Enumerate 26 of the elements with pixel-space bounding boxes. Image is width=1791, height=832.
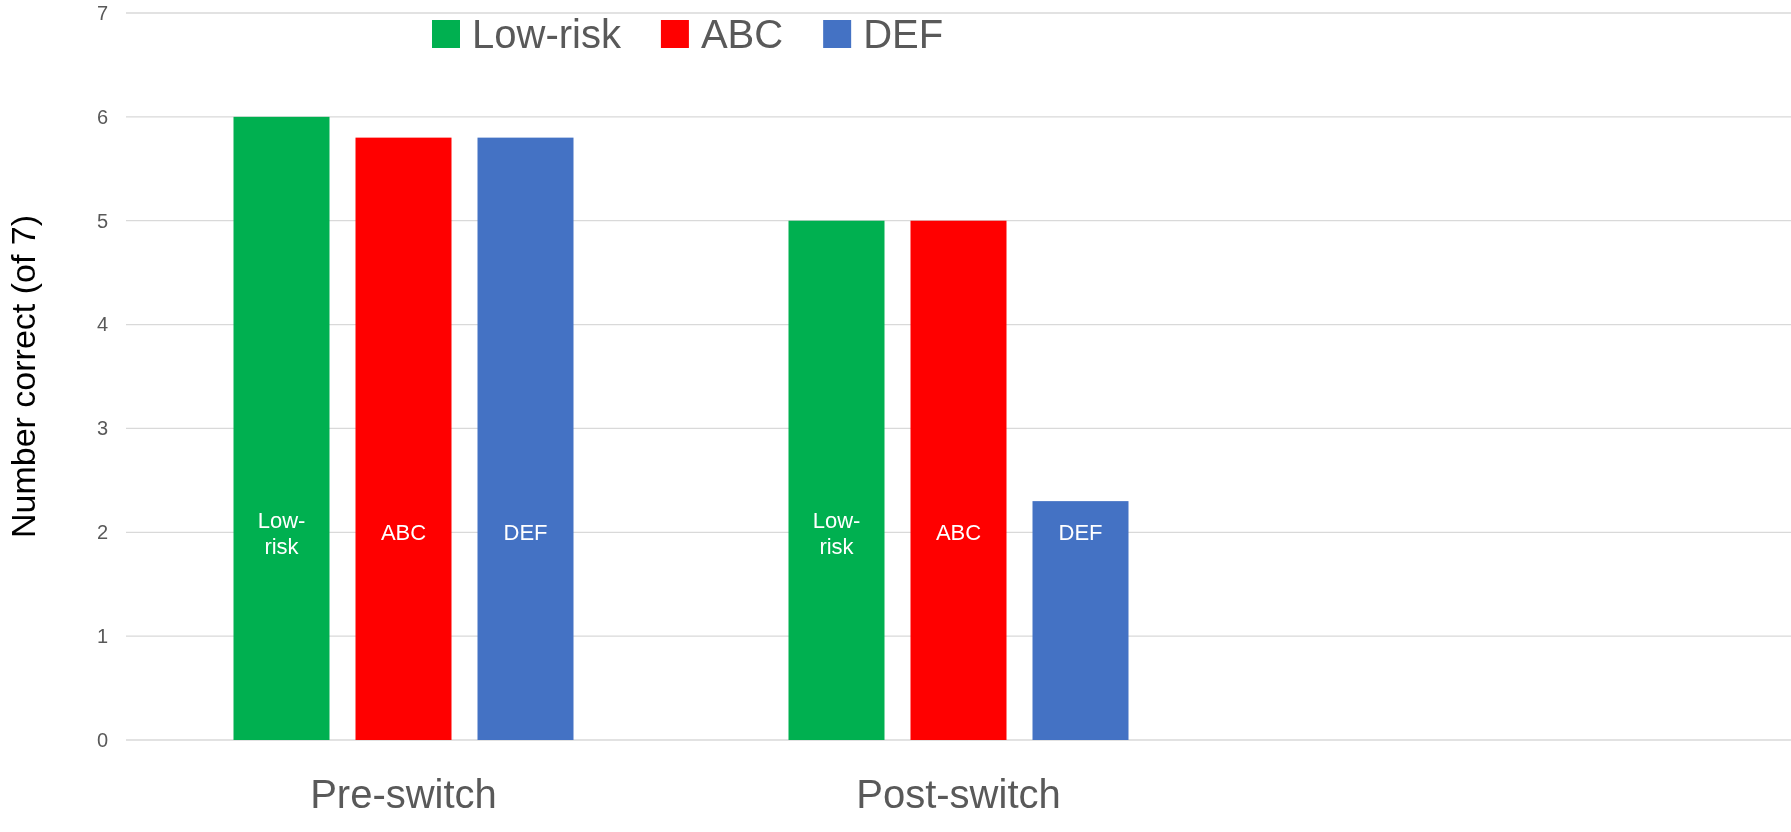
y-tick-label: 7 [96,1,108,24]
y-axis-title: Number correct (of 7) [4,214,42,539]
text: Low-risk [812,508,861,559]
x-tick-label: Pre-switch [310,772,497,817]
y-tick-label: 4 [96,313,108,336]
legend-label: Low-risk [472,12,622,56]
y-tick-label: 2 [96,521,108,544]
text: Low-risk [257,508,306,559]
text: ABC [935,520,982,545]
bar [910,220,1007,740]
text: DEF [503,520,548,545]
bar [788,220,885,740]
bar [477,137,574,740]
y-tick-label: 3 [96,417,108,440]
x-tick-label: Post-switch [856,772,1061,817]
bar [1032,501,1129,740]
text: DEF [1058,520,1103,545]
legend-label: ABC [700,12,784,56]
legend-label: DEF [863,12,944,56]
text: ABC [380,520,427,545]
y-tick-label: 6 [96,105,108,128]
y-tick-label: 0 [96,728,108,751]
y-tick-label: 5 [96,209,108,232]
bar [233,116,330,740]
bar [355,137,452,740]
y-tick-label: 1 [96,625,108,648]
